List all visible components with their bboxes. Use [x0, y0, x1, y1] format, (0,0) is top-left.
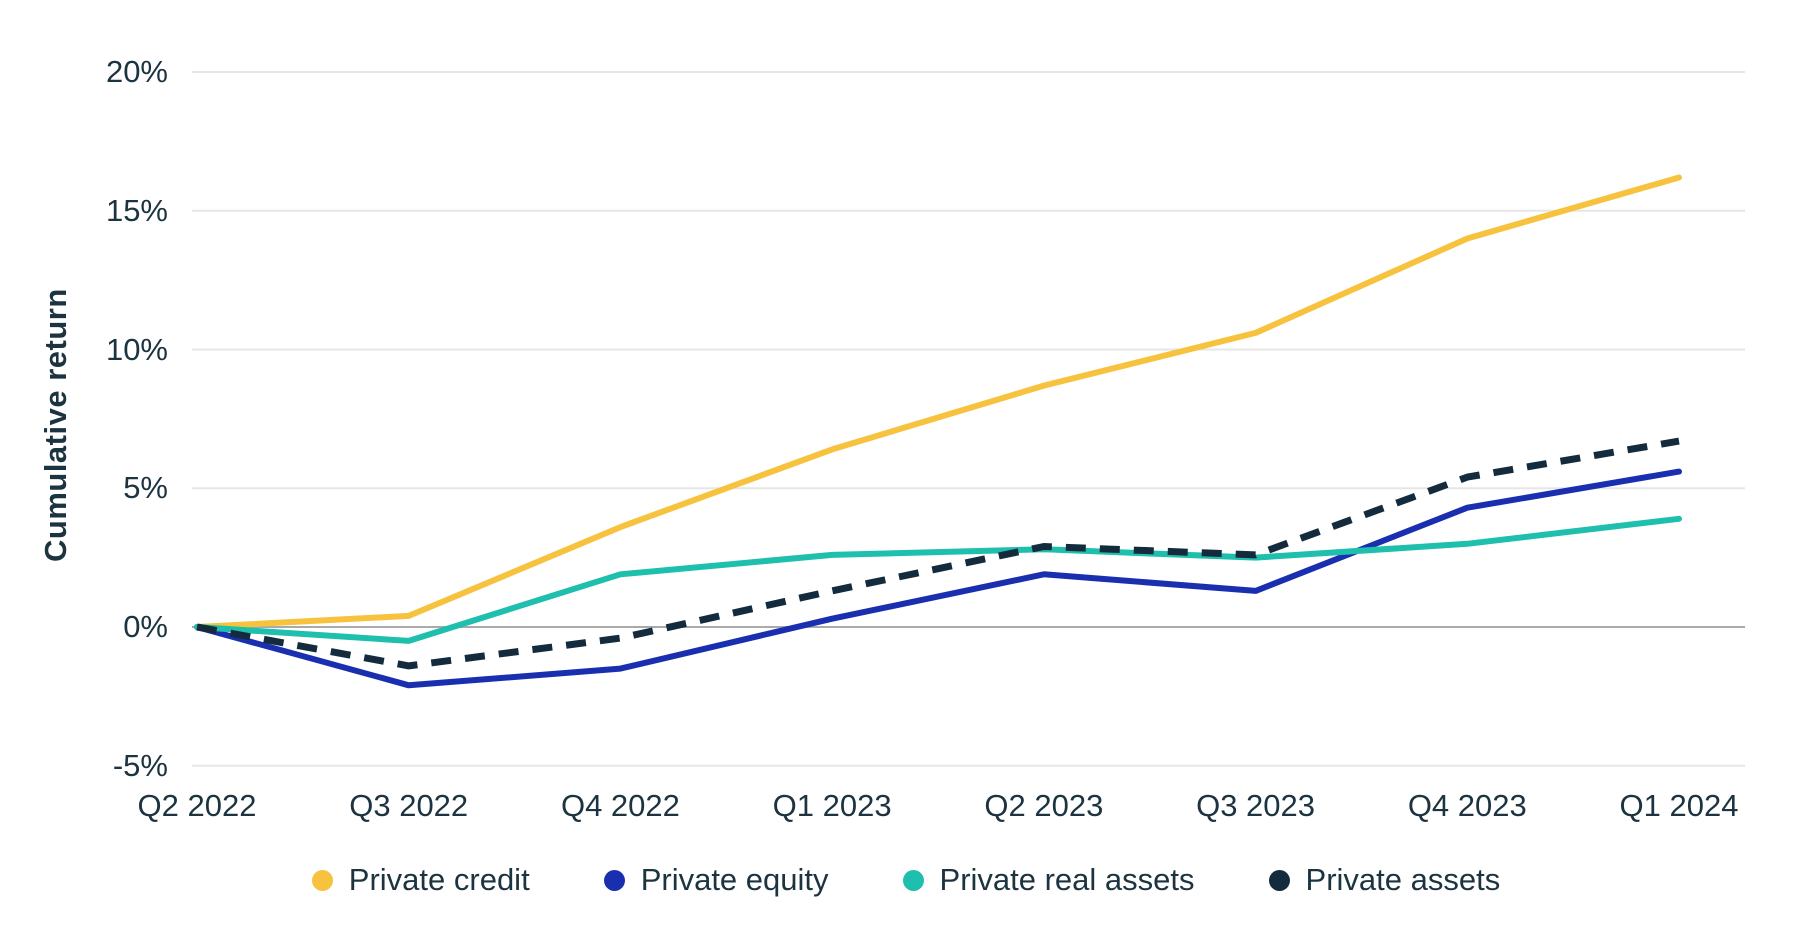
y-tick-label-5%: 5% [123, 470, 168, 506]
x-tick-label-q1-2024: Q1 2024 [1619, 788, 1739, 823]
legend-label-private-credit: Private credit [348, 862, 530, 897]
legend-item-private-assets: Private assets [1268, 862, 1501, 898]
legend-dot-private-credit [311, 869, 333, 891]
series-line-private-credit [194, 174, 1682, 630]
x-tick-label-q3-2023: Q3 2023 [1196, 788, 1316, 823]
x-tick-label-q2-2023: Q2 2023 [984, 788, 1104, 823]
y-tick-label-0%: 0% [123, 609, 168, 644]
y-tick-label--5%: -5% [112, 747, 168, 783]
legend-dot-private-equity [603, 869, 625, 891]
x-tick-label-q2-2022: Q2 2022 [137, 788, 257, 823]
x-tick-label-q4-2022: Q4 2022 [560, 788, 680, 823]
series-line-private-real-assets [194, 515, 1682, 644]
x-tick-label-q4-2023: Q4 2023 [1407, 788, 1527, 823]
legend-dot-private-real-assets [902, 869, 924, 891]
x-tick-label-q3-2022: Q3 2022 [349, 788, 469, 823]
x-tick-label-q1-2023: Q1 2023 [772, 788, 892, 823]
y-tick-label-15%: 15% [105, 192, 168, 228]
legend-item-private-credit: Private credit [311, 862, 530, 898]
legend-dot-private-assets [1268, 869, 1290, 891]
legend-item-private-real-assets: Private real assets [902, 862, 1195, 898]
legend: Private credit Private equity Private real… [0, 862, 1812, 898]
y-tick-label-10%: 10% [105, 331, 168, 367]
legend-label-private-assets: Private assets [1305, 862, 1501, 897]
series-line-private-assets [196, 437, 1680, 670]
legend-item-private-equity: Private equity [603, 862, 829, 898]
y-tick-label-20%: 20% [105, 54, 168, 89]
legend-label-private-equity: Private equity [640, 862, 829, 897]
legend-label-private-real-assets: Private real assets [939, 862, 1195, 897]
y-axis-title: Cumulative return [38, 288, 73, 562]
series-line-private-equity [194, 468, 1682, 689]
